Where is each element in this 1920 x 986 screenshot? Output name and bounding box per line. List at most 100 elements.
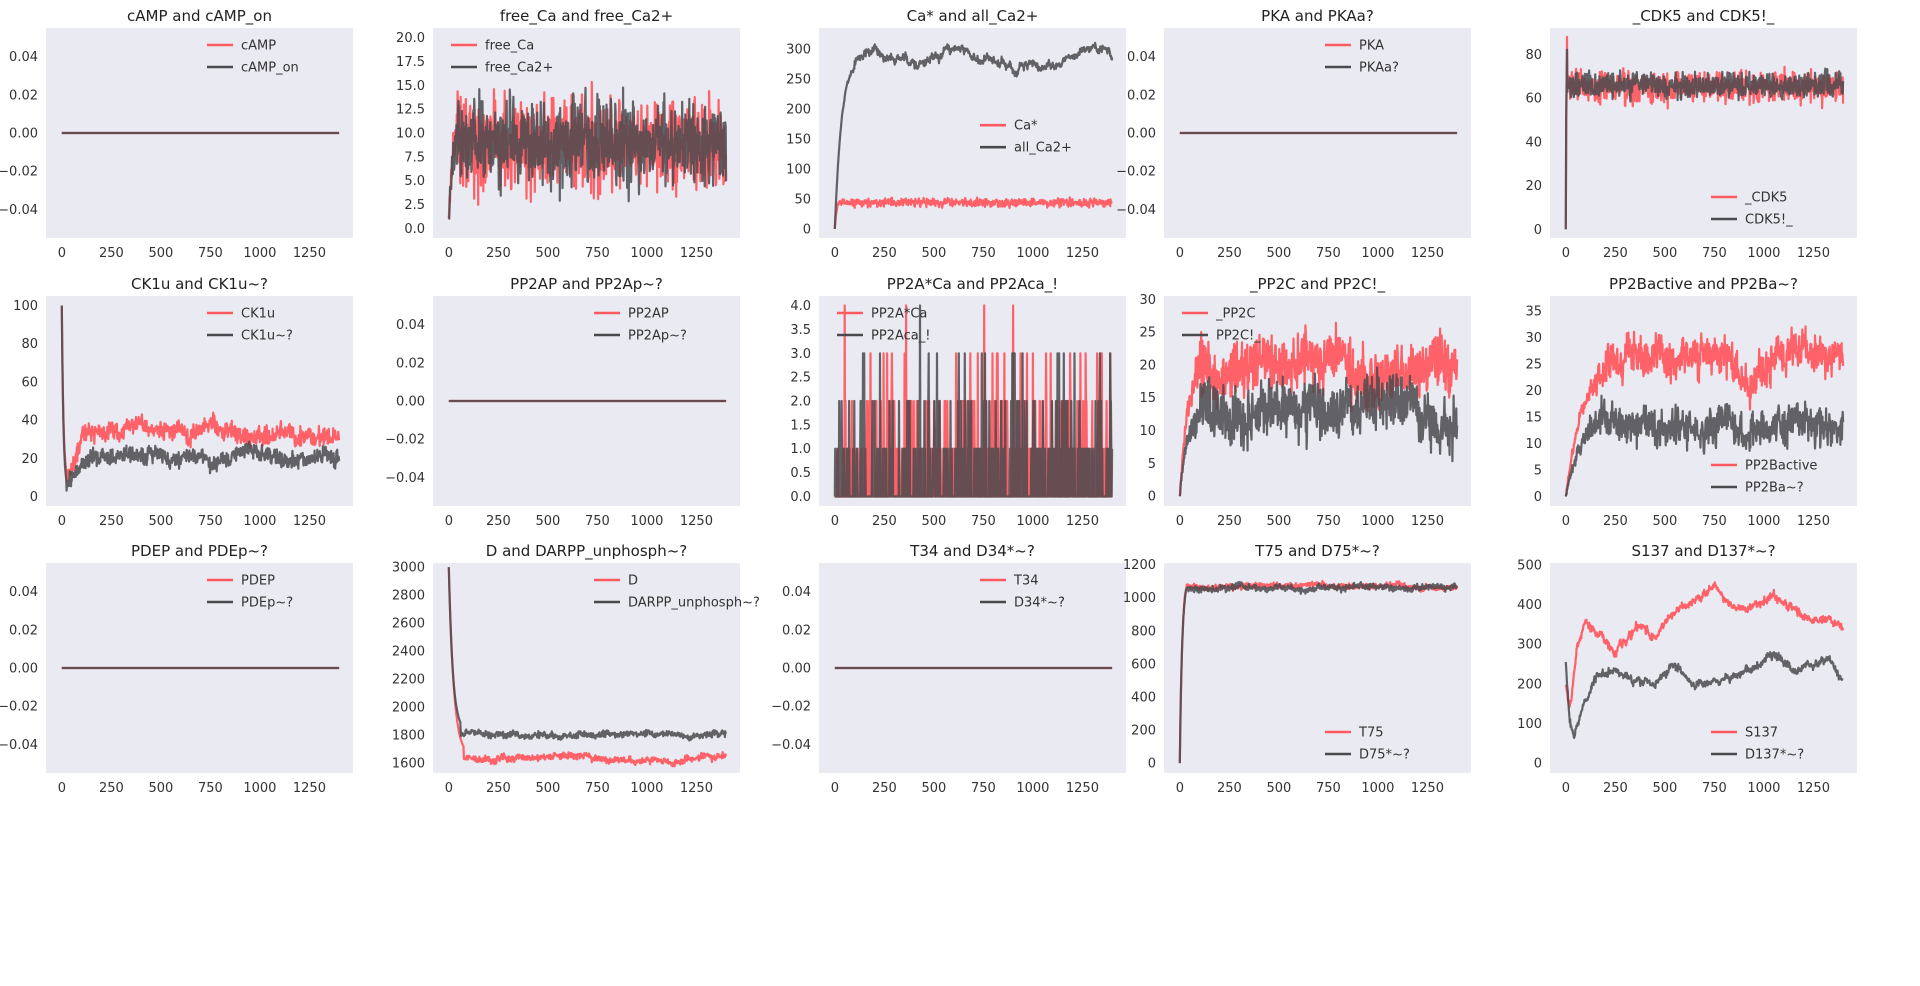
y-tick-label: 0.00: [396, 395, 425, 410]
chart-title: CK1u and CK1u~?: [131, 275, 268, 293]
x-tick-label: 500: [148, 781, 173, 796]
series-line: [1564, 48, 1845, 230]
chart-title: D and DARPP_unphosph~?: [486, 542, 687, 561]
y-tick-label: 0.00: [9, 127, 38, 142]
y-tick-label: 2.5: [790, 371, 811, 386]
chart-panel: S137 and D137*~? 0 250 500 750 1000 1250 0 100 20…: [1517, 542, 1857, 796]
chart-panel: PP2A*Ca and PP2Aca_! 0 250 500 750 1000 1250 0.…: [790, 275, 1126, 529]
x-tick-label: 0: [445, 246, 453, 261]
legend-label: cAMP_on: [241, 61, 299, 76]
y-tick-label: 0.04: [9, 585, 38, 600]
y-tick-label: −0.04: [0, 738, 38, 753]
x-tick-label: 500: [921, 246, 946, 261]
x-tick-label: 250: [99, 781, 124, 796]
legend-label: D137*~?: [1745, 748, 1804, 763]
y-tick-label: 40: [1525, 135, 1542, 150]
x-tick-label: 250: [1603, 781, 1628, 796]
y-tick-label: 200: [786, 103, 811, 118]
y-tick-label: 0: [1534, 490, 1542, 505]
chart-panel: T75 and D75*~? 0 250 500 750 1000 1250 0 200 400 6…: [1123, 542, 1471, 796]
plot-area: [433, 563, 740, 773]
y-tick-label: 0: [1148, 757, 1156, 772]
y-tick-label: 2600: [392, 617, 425, 632]
y-tick-label: 0.04: [1127, 50, 1156, 65]
chart-panel: PDEP and PDEp~? 0 250 500 750 1000 1250 −0.04 −0…: [0, 542, 353, 796]
x-tick-label: 250: [486, 246, 511, 261]
legend: D DARPP_unphosph~?: [594, 574, 760, 611]
y-tick-label: 0.02: [396, 356, 425, 371]
legend-label: PKAa?: [1359, 61, 1399, 76]
x-tick-label: 0: [1176, 246, 1184, 261]
y-tick-label: 0.04: [9, 50, 38, 65]
y-tick-label: 0.5: [790, 466, 811, 481]
chart-title: PDEP and PDEp~?: [131, 542, 268, 560]
x-tick-label: 250: [872, 781, 897, 796]
legend-label: PDEp~?: [241, 596, 293, 611]
x-tick-label: 500: [148, 246, 173, 261]
x-tick-label: 0: [445, 781, 453, 796]
x-tick-label: 0: [58, 781, 66, 796]
y-tick-label: 0: [803, 223, 811, 238]
y-tick-label: 0: [1534, 223, 1542, 238]
plot-area: [46, 296, 353, 506]
x-tick-label: 1000: [1747, 514, 1780, 529]
x-tick-label: 250: [872, 246, 897, 261]
y-tick-label: −0.02: [0, 165, 38, 180]
chart-panel: _PP2C and PP2C!_ 0 250 500 750 1000 1250 0 5 10 15…: [1139, 275, 1471, 529]
x-tick-label: 1250: [293, 781, 326, 796]
x-tick-label: 1000: [243, 514, 276, 529]
legend: PDEP PDEp~?: [207, 574, 293, 611]
x-tick-label: 250: [872, 514, 897, 529]
y-tick-label: 30: [1525, 331, 1542, 346]
x-tick-label: 1250: [1066, 781, 1099, 796]
x-tick-label: 500: [148, 514, 173, 529]
legend-label: PP2Bactive: [1745, 459, 1817, 474]
legend-label: Ca*: [1014, 119, 1038, 134]
legend-label: cAMP: [241, 39, 276, 54]
x-tick-label: 1000: [1747, 246, 1780, 261]
x-tick-label: 500: [1652, 514, 1677, 529]
y-tick-label: 5.0: [404, 174, 425, 189]
x-tick-label: 500: [1652, 781, 1677, 796]
y-tick-label: 2200: [392, 673, 425, 688]
y-tick-label: 1.0: [790, 442, 811, 457]
chart-title: PKA and PKAa?: [1261, 7, 1374, 25]
chart-title: _CDK5 and CDK5!_: [1632, 7, 1775, 26]
y-tick-label: 200: [1517, 677, 1542, 692]
legend-label: T75: [1358, 726, 1383, 741]
legend: PP2A*Ca PP2Aca_!: [837, 307, 930, 344]
x-tick-label: 1000: [1747, 781, 1780, 796]
y-tick-label: −0.02: [0, 700, 38, 715]
x-tick-label: 1000: [1016, 781, 1049, 796]
legend: _PP2C PP2C!_: [1182, 307, 1261, 344]
y-tick-label: 25: [1525, 357, 1542, 372]
legend-label: PDEP: [241, 574, 275, 589]
x-tick-label: 1250: [680, 781, 713, 796]
y-tick-label: 20: [1139, 358, 1156, 373]
y-tick-label: 40: [21, 414, 38, 429]
x-tick-label: 1000: [1361, 246, 1394, 261]
legend-label: CK1u: [241, 307, 275, 322]
plot-area: [1550, 296, 1857, 506]
legend-label: free_Ca2+: [485, 61, 553, 76]
x-tick-label: 750: [1702, 246, 1727, 261]
y-tick-label: 2000: [392, 701, 425, 716]
legend-label: CK1u~?: [241, 329, 293, 344]
x-tick-label: 0: [58, 514, 66, 529]
legend: S137 D137*~?: [1711, 726, 1804, 763]
y-tick-label: 35: [1525, 304, 1542, 319]
y-tick-label: 5: [1534, 463, 1542, 478]
y-tick-label: 500: [1517, 558, 1542, 573]
chart-panel: PP2AP and PP2Ap~? 0 250 500 750 1000 1250 −0.04…: [385, 275, 740, 529]
y-tick-label: 15.0: [396, 79, 425, 94]
x-tick-label: 250: [99, 514, 124, 529]
y-tick-label: 0.00: [1127, 127, 1156, 142]
chart-panel: D and DARPP_unphosph~? 0 250 500 750 1000 1250…: [392, 542, 760, 796]
y-tick-label: −0.02: [1116, 165, 1156, 180]
x-tick-label: 1250: [1066, 514, 1099, 529]
x-tick-label: 750: [971, 514, 996, 529]
legend-label: all_Ca2+: [1014, 141, 1072, 156]
chart-title: Ca* and all_Ca2+: [907, 7, 1039, 26]
legend-label: PP2C!_: [1216, 329, 1261, 344]
series-line: [1178, 581, 1458, 764]
